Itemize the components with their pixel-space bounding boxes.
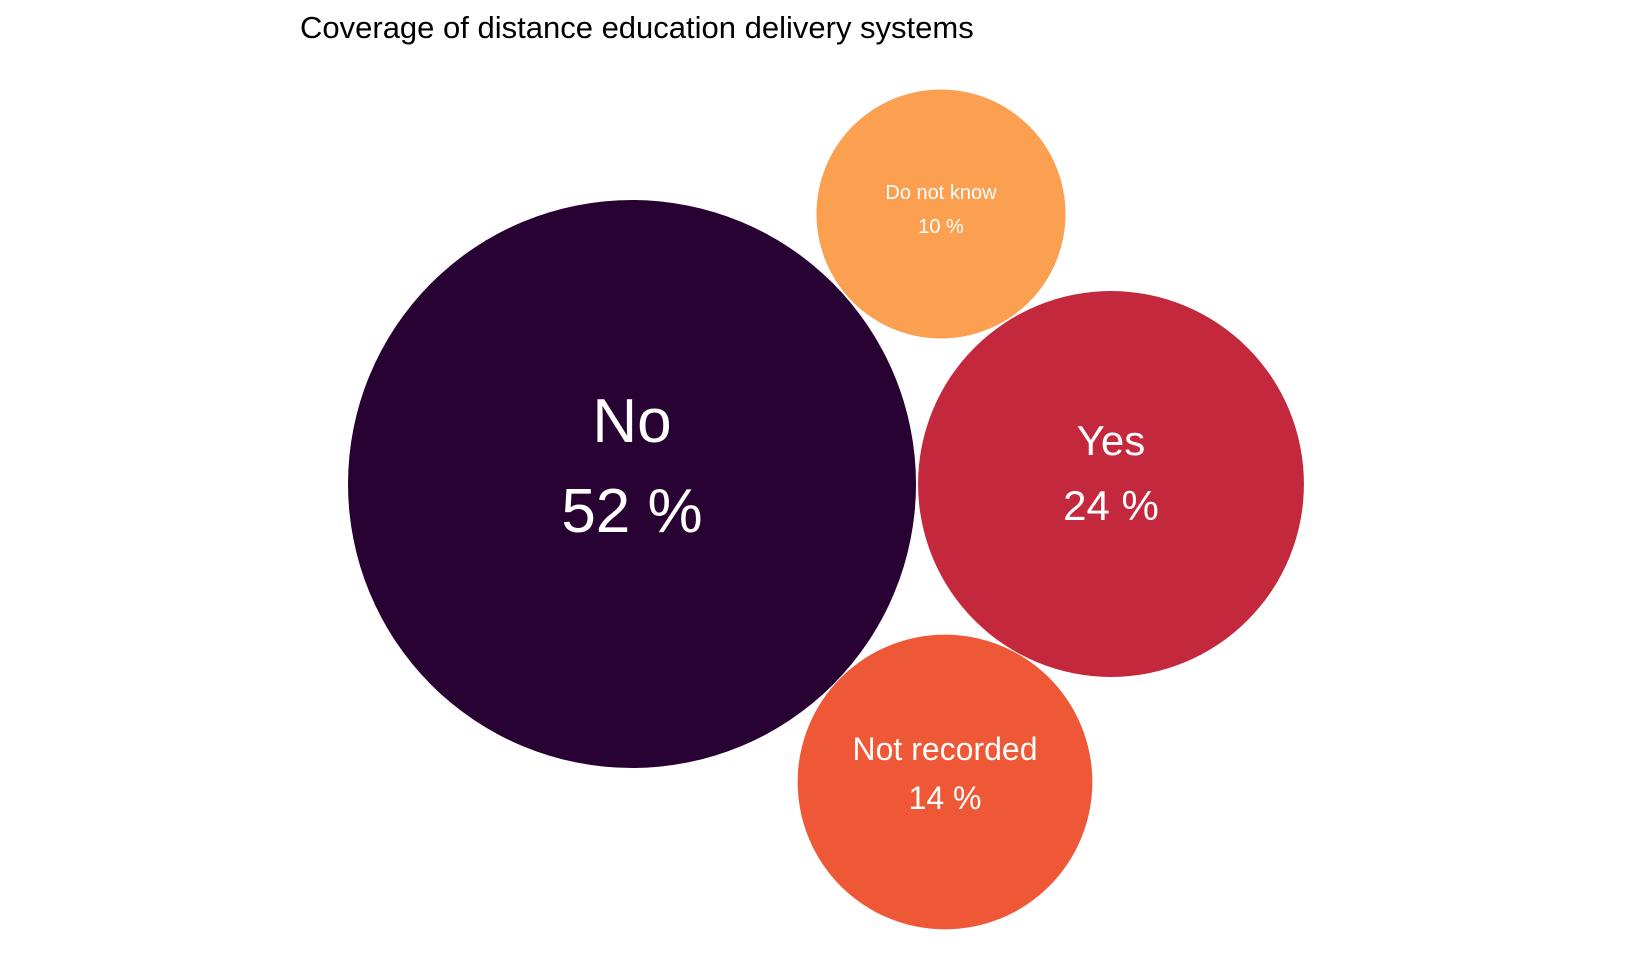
bubble-no: No 52 % bbox=[348, 200, 916, 768]
bubble-circle-yes bbox=[918, 291, 1304, 677]
bubble-value-yes: 24 % bbox=[1063, 482, 1159, 529]
bubble-not-recorded: Not recorded 14 % bbox=[797, 634, 1093, 930]
bubble-circle-do-not-know bbox=[816, 89, 1066, 339]
bubble-value-no: 52 % bbox=[561, 477, 702, 546]
bubble-yes: Yes 24 % bbox=[918, 291, 1304, 677]
bubble-circle-no bbox=[348, 200, 916, 768]
bubble-label-do-not-know: Do not know bbox=[885, 182, 997, 204]
bubble-label-not-recorded: Not recorded bbox=[853, 731, 1038, 767]
chart-title: Coverage of distance education delivery … bbox=[300, 10, 974, 45]
bubble-value-do-not-know: 10 % bbox=[918, 216, 964, 238]
bubble-value-not-recorded: 14 % bbox=[909, 780, 982, 816]
bubble-label-yes: Yes bbox=[1077, 417, 1146, 464]
bubble-do-not-know: Do not know 10 % bbox=[816, 89, 1066, 339]
bubble-circle-not-recorded bbox=[797, 634, 1093, 930]
bubble-label-no: No bbox=[592, 387, 671, 456]
